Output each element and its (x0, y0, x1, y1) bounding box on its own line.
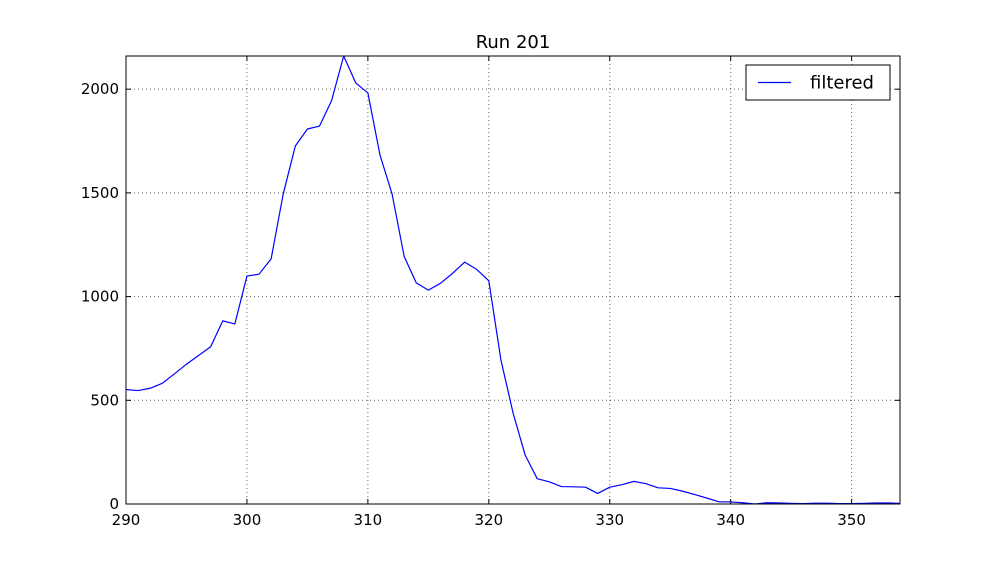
x-tick-label: 290 (112, 511, 141, 529)
x-tick-label: 330 (595, 511, 624, 529)
y-tick-label: 1000 (81, 288, 119, 306)
x-tick-label: 350 (837, 511, 866, 529)
legend: filtered (745, 64, 891, 101)
x-tick-label: 320 (474, 511, 503, 529)
y-tick-label: 2000 (81, 80, 119, 98)
y-tick-label: 500 (90, 391, 119, 409)
legend-label: filtered (810, 73, 874, 94)
axes-frame (125, 55, 901, 505)
series-layer (125, 55, 901, 505)
y-tick-label: 1500 (81, 184, 119, 202)
ticks: 290 300 310 320 330 340 350 0 500 1000 1500 2000 (81, 56, 900, 529)
y-tick-label: 0 (109, 495, 119, 513)
x-tick-label: 300 (233, 511, 262, 529)
x-tick-label: 340 (716, 511, 745, 529)
plot-area (126, 56, 900, 504)
series-line-filtered (125, 55, 901, 505)
x-tick-label: 310 (354, 511, 383, 529)
chart-title: Run 201 (476, 32, 551, 53)
